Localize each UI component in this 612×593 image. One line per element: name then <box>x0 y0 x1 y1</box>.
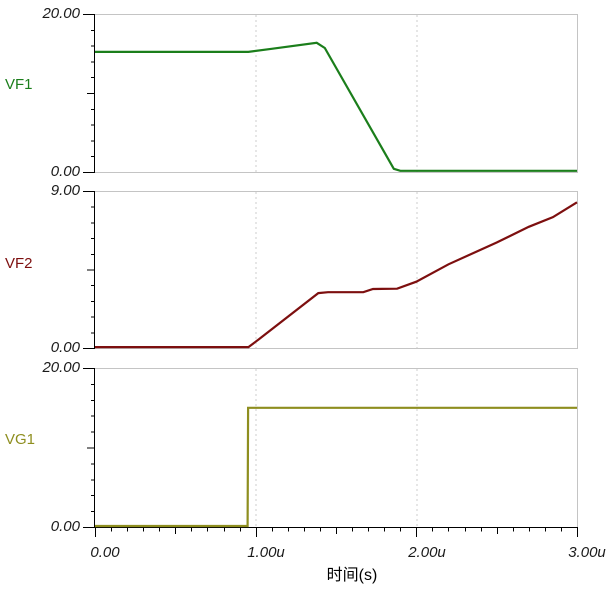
signal-label-vf2: VF2 <box>5 255 33 272</box>
y-tick-label-vg1-max: 20.00 <box>42 359 80 376</box>
vg1-waveform-curve <box>95 406 577 528</box>
x-tick-label-3: 3.00u <box>568 544 606 561</box>
vf2-waveform-curve <box>95 201 578 349</box>
y-tick-label-vg1-min: 0.00 <box>50 518 80 535</box>
signal-label-vg1: VG1 <box>5 431 36 448</box>
x-tick-label-2: 2.00u <box>408 544 446 561</box>
x-tick-label-0: 0.00 <box>90 544 120 561</box>
vf1-waveform-curve <box>95 41 577 172</box>
x-tick-label-1: 1.00u <box>247 544 285 561</box>
y-tick-label-vf2-min: 0.00 <box>50 339 80 356</box>
y-tick-label-vf1-min: 0.00 <box>50 163 80 180</box>
y-tick-label-vf2-max: 9.00 <box>50 182 80 199</box>
x-axis-title: 时间(s) <box>326 567 378 584</box>
signal-label-vf1: VF1 <box>5 76 33 93</box>
y-tick-label-vf1-max: 20.00 <box>42 5 80 22</box>
